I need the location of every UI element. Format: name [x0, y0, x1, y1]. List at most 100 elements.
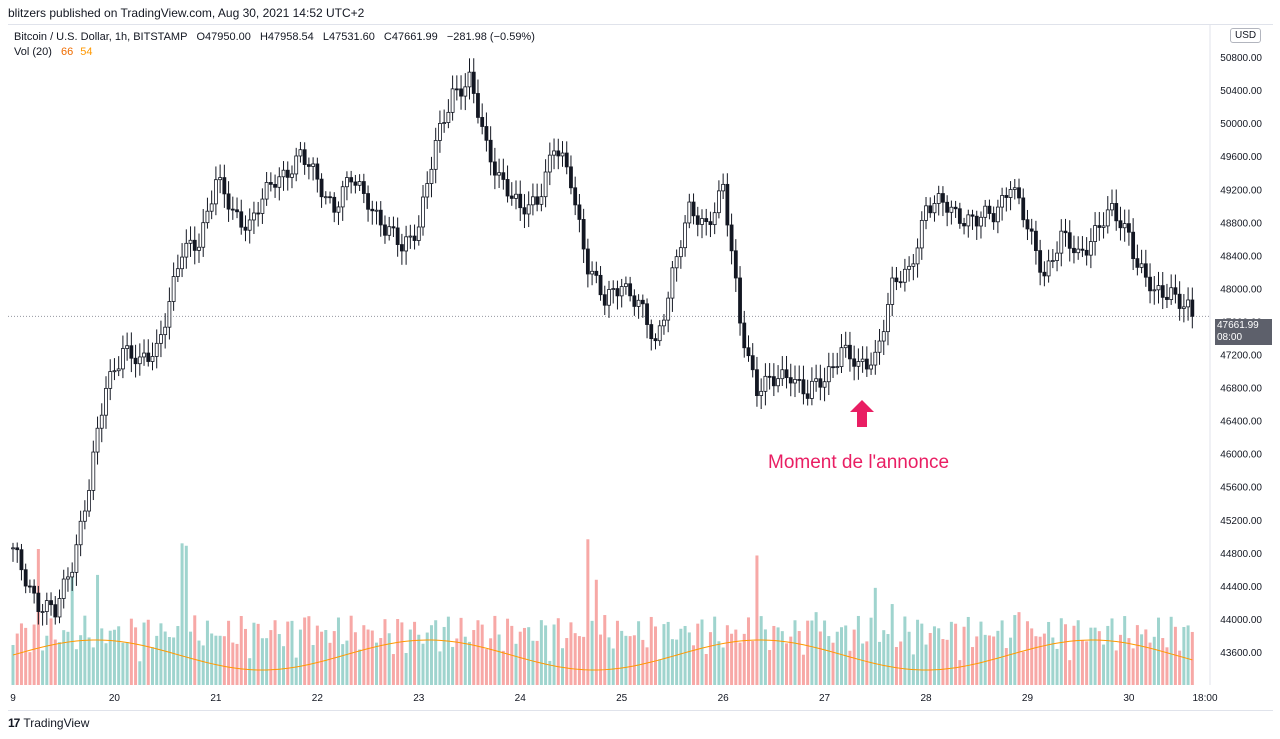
volume-bar: [1004, 648, 1008, 685]
candle-body: [332, 196, 337, 213]
candle-body: [974, 215, 979, 227]
candle-body: [78, 520, 83, 546]
candle-body: [1067, 232, 1072, 249]
candle-body: [446, 111, 451, 123]
candle-body: [628, 283, 633, 297]
candle-body: [429, 168, 434, 184]
volume-bar: [167, 636, 171, 685]
candle-body: [577, 204, 582, 220]
x-tick-label: 26: [718, 693, 730, 704]
candle-body: [218, 177, 223, 181]
candle-body: [70, 571, 75, 578]
candle-body: [1152, 289, 1157, 292]
volume-bar: [890, 604, 894, 685]
volume-bar: [1106, 625, 1110, 685]
volume-bar: [645, 647, 649, 685]
candle-body: [509, 195, 514, 199]
symbol-label[interactable]: Bitcoin / U.S. Dollar, 1h, BITSTAMP: [14, 31, 188, 43]
candle-body: [188, 239, 193, 244]
volume-bar: [552, 624, 556, 685]
candle-body: [539, 196, 544, 205]
x-tick-label: 27: [819, 693, 831, 704]
candle-body: [1105, 209, 1110, 227]
volume-bar: [717, 641, 721, 685]
candle-body: [467, 71, 472, 88]
volume-bar: [708, 632, 712, 685]
volume-bar: [734, 629, 738, 685]
volume-bar: [975, 636, 979, 685]
volume-bar: [442, 626, 446, 685]
candle-body: [450, 88, 455, 113]
candle-body: [454, 88, 459, 91]
volume-bar: [945, 639, 949, 685]
volume-ma-line: [12, 639, 1193, 671]
candle-body: [1059, 230, 1064, 254]
volume-bar: [231, 642, 235, 685]
volume-bar: [692, 645, 696, 685]
candle-body: [328, 196, 332, 199]
volume-bar: [894, 647, 898, 685]
volume-bar: [83, 615, 87, 685]
volume-bar: [1047, 621, 1051, 685]
volume-bar: [679, 628, 683, 685]
volume-bar: [742, 633, 746, 685]
tradingview-logo-icon[interactable]: 17: [8, 716, 20, 730]
close-value: C47661.99: [383, 31, 438, 43]
volume-bar: [730, 633, 734, 685]
volume-bar: [70, 571, 74, 685]
candle-body: [1050, 260, 1055, 262]
candle-body: [919, 219, 924, 249]
candle-body: [416, 226, 421, 241]
volume-bar: [814, 612, 818, 685]
volume-bar: [396, 619, 400, 685]
y-tick-label: 47200.00: [1220, 351, 1262, 362]
volume-bar: [573, 633, 577, 685]
candle-body: [112, 370, 117, 373]
candle-body: [44, 600, 49, 612]
volume-label[interactable]: Vol (20): [14, 46, 52, 58]
candle-body: [74, 544, 79, 573]
volume-bar: [379, 638, 383, 685]
candle-body: [1139, 263, 1144, 268]
candle-body: [809, 380, 814, 399]
candle-body: [404, 236, 409, 252]
volume-bar: [104, 643, 108, 685]
volume-bar: [924, 644, 928, 685]
candle-body: [729, 224, 734, 252]
volume-bar: [366, 629, 370, 685]
volume-bar: [586, 539, 590, 685]
candle-body: [598, 274, 603, 296]
volume-bar: [408, 629, 412, 685]
volume-bar: [425, 632, 429, 685]
volume-bar: [599, 634, 603, 685]
announcement-annotation: Moment de l'annonce: [768, 452, 950, 473]
volume-bar: [163, 631, 167, 685]
candle-body: [894, 277, 899, 283]
candle-body: [184, 242, 189, 258]
volume-bar: [349, 615, 353, 685]
volume-bar: [1161, 638, 1165, 685]
candle-body: [1165, 296, 1169, 300]
volume-bar: [159, 623, 163, 685]
candle-body: [306, 164, 311, 167]
candle-body: [552, 150, 556, 156]
volume-bar: [582, 636, 586, 685]
volume-bar: [1178, 650, 1182, 685]
candle-body: [1114, 203, 1119, 222]
currency-badge[interactable]: USD: [1230, 28, 1262, 43]
footer-brand[interactable]: TradingView: [23, 716, 90, 730]
volume-bar: [15, 633, 19, 685]
volume-bar: [928, 632, 932, 685]
y-tick-label: 46800.00: [1220, 384, 1262, 395]
volume-bar: [979, 621, 983, 685]
candle-body: [852, 358, 857, 367]
candle-body: [137, 356, 142, 365]
volume-bar: [615, 620, 619, 685]
volume-bar: [1110, 618, 1114, 685]
volume-bar: [641, 639, 645, 685]
volume-bar: [400, 622, 404, 685]
volume-bar: [603, 615, 607, 685]
candle-body: [611, 288, 616, 290]
volume-bar: [886, 634, 890, 685]
